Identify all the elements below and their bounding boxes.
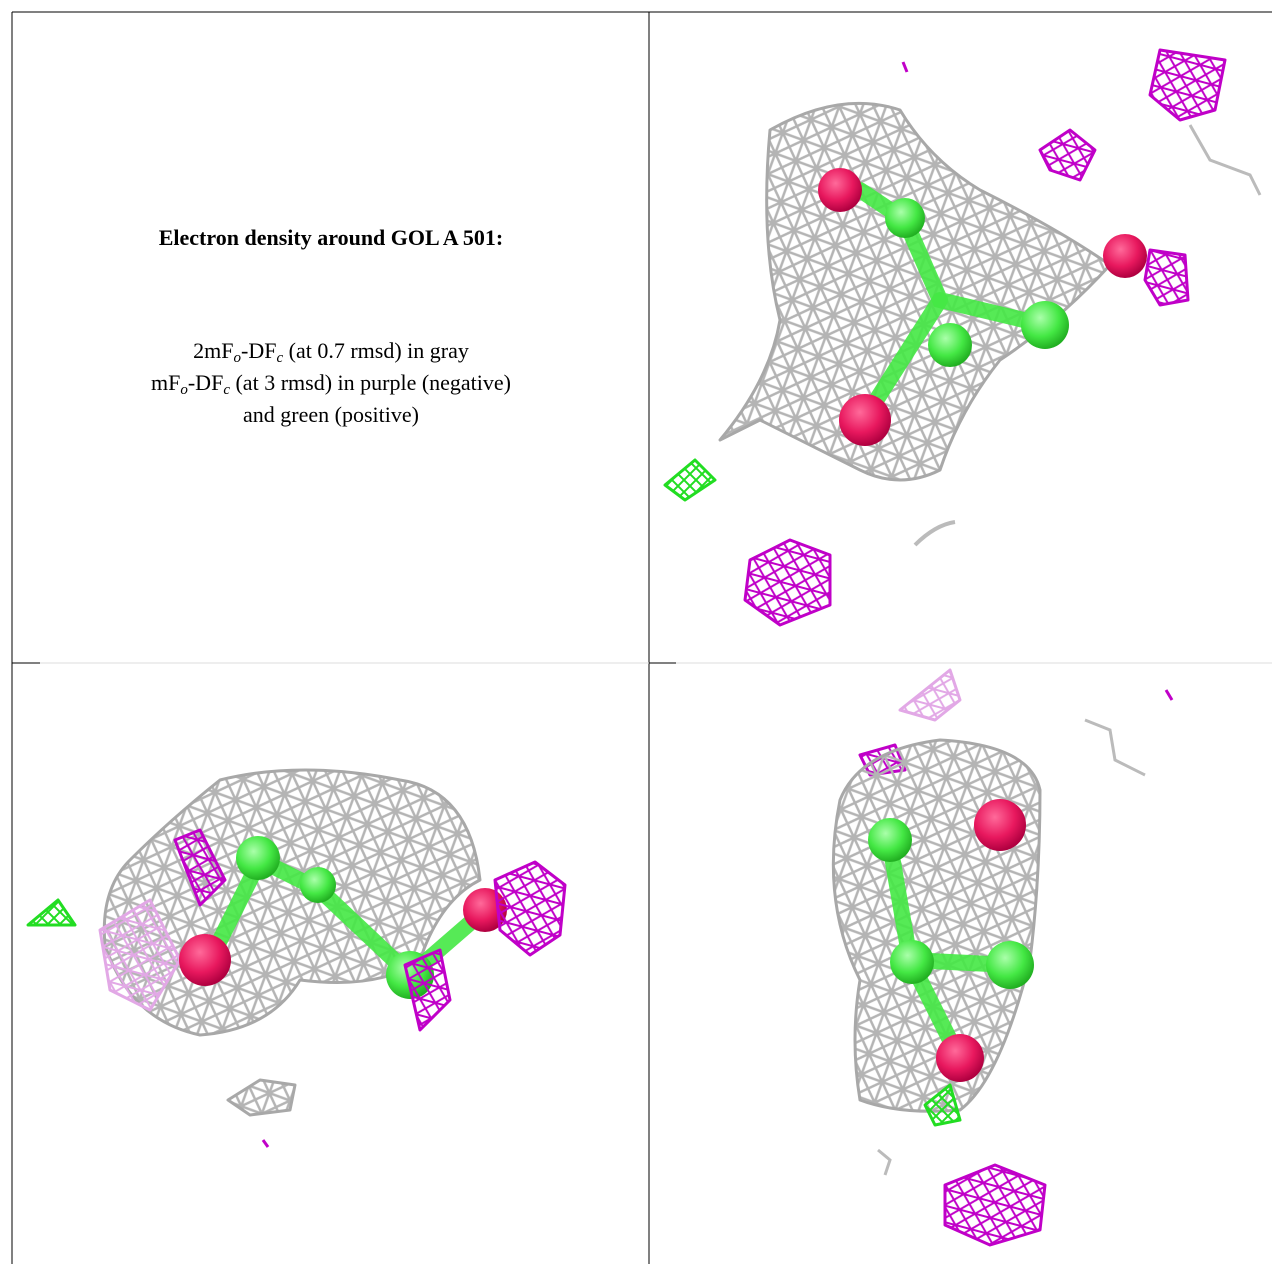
green-mesh — [663, 458, 717, 502]
carbon-atom — [1021, 301, 1069, 349]
purple-mesh — [1143, 248, 1190, 307]
bond — [852, 182, 1053, 333]
green-mesh — [923, 1083, 962, 1127]
subscript: o — [180, 382, 188, 398]
gray-fragment — [1084, 718, 1146, 777]
oxygen-atom — [936, 1034, 984, 1082]
light-purple-mesh — [98, 898, 182, 1012]
legend-line: and green (positive) — [13, 399, 649, 431]
density-renderings — [26, 48, 1262, 1247]
caption-legend: 2mFo-DFc (at 0.7 rmsd) in gray mFo-DFc (a… — [13, 335, 649, 431]
gray-mesh — [718, 101, 1112, 482]
purple-fragment — [261, 1139, 270, 1148]
caption-title: Electron density around GOL A 501: — [158, 225, 504, 250]
gray-fragment — [877, 1148, 892, 1176]
legend-text: mF — [151, 370, 181, 395]
gray-fragment — [913, 520, 956, 547]
oxygen-atom — [974, 799, 1026, 851]
carbon-atom — [300, 867, 336, 903]
oxygen-atom — [818, 168, 862, 212]
oxygen-atom — [179, 934, 231, 986]
gray-mesh — [226, 1078, 297, 1117]
carbon-atom — [890, 940, 934, 984]
purple-fragment — [1164, 689, 1174, 701]
light-purple-mesh — [898, 668, 962, 722]
legend-line: mFo-DFc (at 3 rmsd) in purple (negative) — [13, 367, 649, 399]
oxygen-atom — [1103, 234, 1147, 278]
purple-mesh — [493, 860, 567, 957]
gray-fragment — [1188, 124, 1262, 196]
bond — [862, 292, 948, 418]
subscript: c — [223, 382, 230, 398]
legend-text: -DF — [187, 370, 224, 395]
purple-mesh — [943, 1163, 1047, 1247]
purple-mesh — [1038, 128, 1097, 182]
green-mesh — [26, 898, 77, 927]
subscript: o — [233, 350, 242, 366]
purple-mesh — [173, 828, 227, 907]
purple-mesh — [1148, 48, 1227, 122]
purple-mesh — [403, 948, 452, 1032]
carbon-atom — [885, 198, 925, 238]
legend-line: 2mFo-DFc (at 0.7 rmsd) in gray — [13, 335, 649, 367]
panel-borders — [11, 11, 1272, 1264]
carbon-atom — [236, 836, 280, 880]
purple-fragment — [901, 61, 909, 73]
legend-text: (at 0.7 rmsd) in gray — [283, 338, 469, 363]
carbon-atom — [986, 941, 1034, 989]
carbon-atom — [868, 818, 912, 862]
legend-text: (at 3 rmsd) in purple (negative) — [229, 370, 511, 395]
legend-text: and green (positive) — [243, 402, 419, 427]
purple-mesh — [743, 538, 832, 627]
subscript: c — [276, 350, 284, 366]
legend-text: -DF — [241, 338, 277, 363]
oxygen-atom — [839, 394, 891, 446]
legend-text: 2mF — [193, 338, 234, 363]
carbon-atom — [928, 323, 972, 367]
